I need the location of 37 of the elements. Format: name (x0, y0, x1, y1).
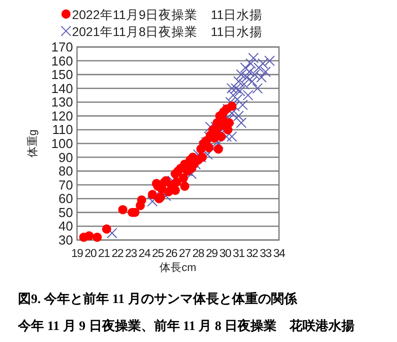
y-tick-label: 70 (58, 177, 73, 192)
x-tick-label: 29 (206, 248, 218, 260)
y-axis-title: 体重g (26, 129, 39, 158)
legend-label: 2021年11月8日夜操業 11日水揚 (72, 24, 263, 39)
x-axis-title: 体長cm (160, 262, 196, 274)
x-tick-label: 27 (178, 248, 191, 260)
y-tick-label: 40 (58, 218, 73, 234)
y-tick-label: 90 (58, 150, 73, 165)
x-tick-label: 19 (71, 248, 83, 260)
y-tick-label: 170 (51, 40, 73, 54)
y-tick-label: 160 (51, 53, 73, 68)
x-tick-label: 34 (273, 248, 286, 260)
y-tick-label: 50 (58, 204, 73, 220)
y-tick-label: 80 (58, 164, 73, 179)
y-tick-label: 150 (51, 67, 73, 82)
y-tick-label: 60 (58, 191, 73, 206)
x-tick-label: 20 (84, 248, 96, 260)
y-tick-label: 140 (51, 80, 73, 96)
y-tick-label: 100 (51, 136, 73, 151)
y-tick-label: 110 (52, 122, 73, 138)
caption: 図9. 今年と前年 11 月のサンマ体長と体重の関係 (18, 291, 298, 306)
text: 今年 11 月 9 日夜操業、前年 11 月 8 日夜操業 花咲港水揚 (17, 318, 355, 333)
x-tick-label: 33 (260, 248, 272, 260)
x-tick-label: 23 (125, 248, 137, 260)
x-tick-label: 31 (232, 248, 245, 260)
x-tick-label: 25 (152, 248, 164, 260)
x-tick-label: 30 (219, 248, 232, 260)
legend-label: 2022年11月9日夜操業 11日水揚 (72, 7, 263, 22)
x-tick-label: 21 (98, 248, 110, 260)
x-tick-label: 32 (246, 248, 258, 260)
y-tick-label: 30 (58, 232, 73, 248)
y-tick-label: 120 (51, 108, 73, 124)
x-tick-label: 22 (112, 248, 124, 260)
x-tick-label: 24 (138, 248, 152, 260)
y-tick-label: 130 (51, 94, 73, 110)
x-tick-label: 28 (192, 248, 204, 260)
x-tick-label: 26 (165, 248, 178, 260)
